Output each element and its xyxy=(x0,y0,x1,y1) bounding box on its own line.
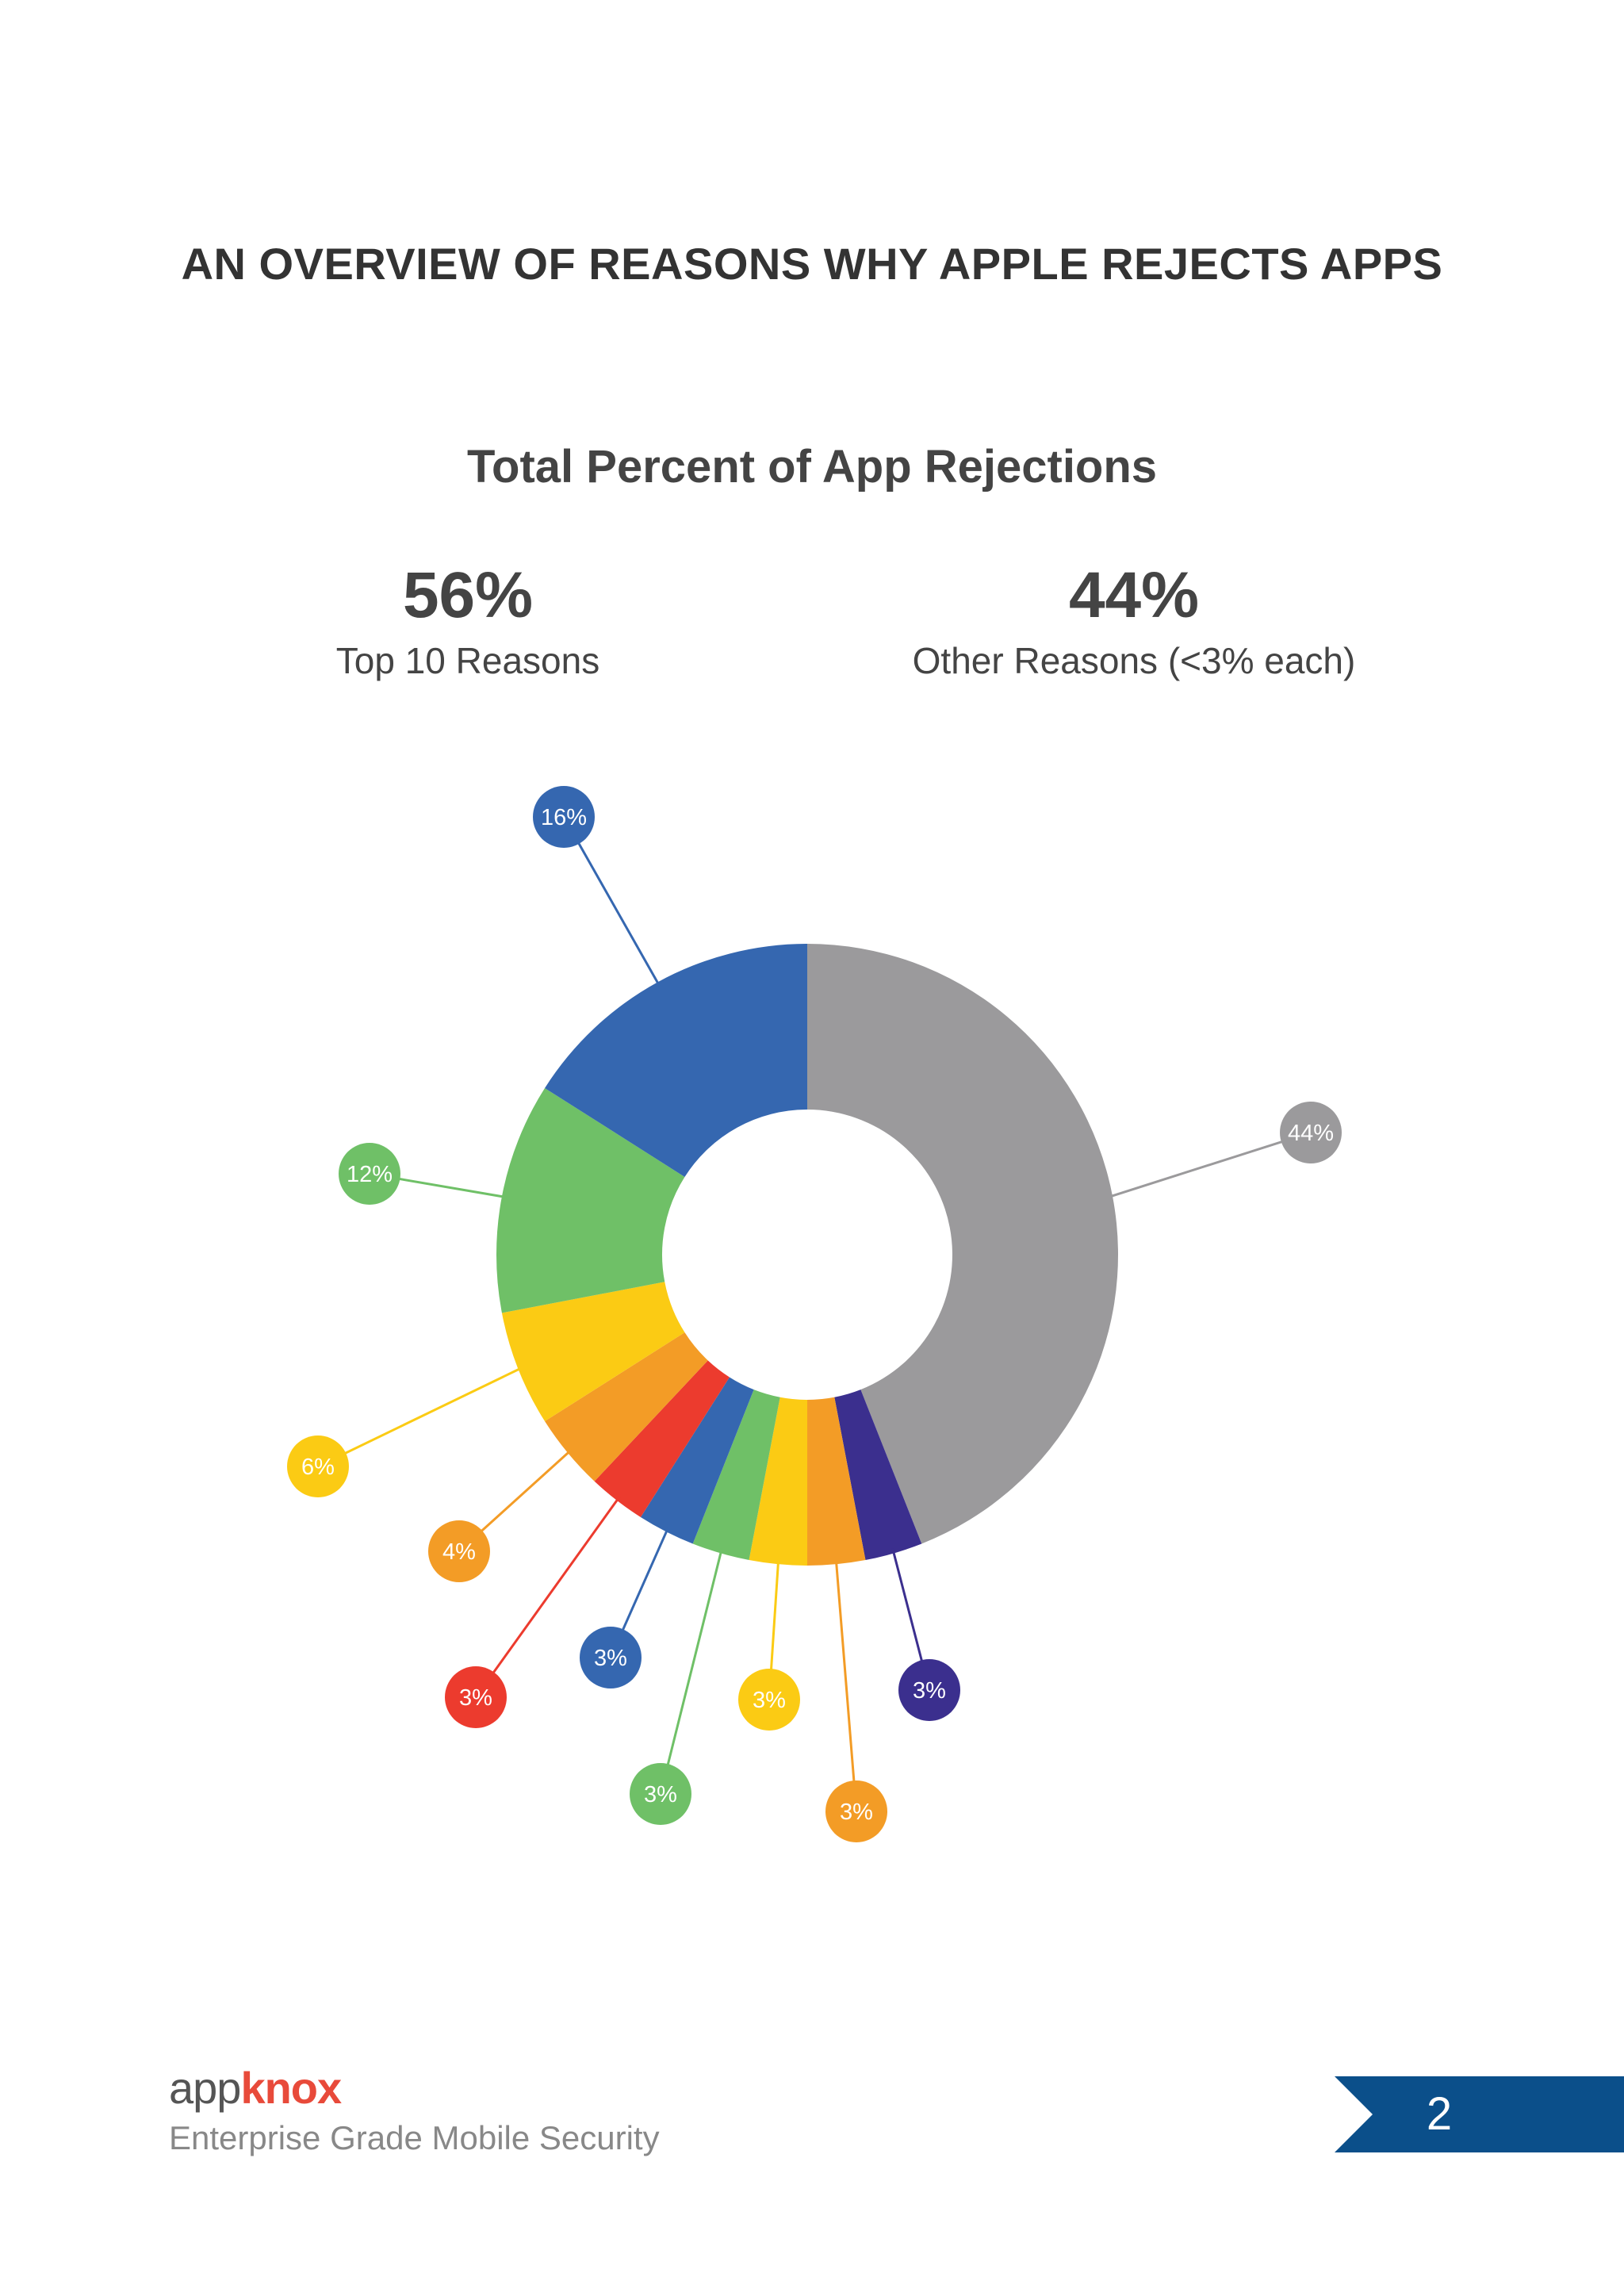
donut-slice-4 xyxy=(749,1397,807,1566)
label-bubble-4 xyxy=(738,1669,800,1731)
donut-slice-3 xyxy=(807,1397,866,1566)
footer-tagline: Enterprise Grade Mobile Security xyxy=(169,2119,660,2156)
donut-slice-1 xyxy=(807,944,1119,1544)
label-bubble-1 xyxy=(1280,1102,1342,1163)
page-heading: AN OVERVIEW OF REASONS WHY APPLE REJECTS… xyxy=(181,239,1443,289)
donut-slice-2 xyxy=(834,1389,922,1561)
slice-label-11: 16% xyxy=(541,805,587,830)
summary-other-reasons-value: 44% xyxy=(1068,559,1200,631)
label-bubble-11 xyxy=(533,786,595,848)
summary-top-reasons-value: 56% xyxy=(402,559,534,631)
donut-slice-6 xyxy=(640,1377,754,1544)
page-number-banner-shape xyxy=(1335,2076,1624,2152)
donut-slice-9 xyxy=(501,1282,685,1422)
slice-label-9: 6% xyxy=(301,1455,335,1480)
summary-other-reasons-label: Other Reasons (<3% each) xyxy=(912,640,1356,681)
donut-slice-10 xyxy=(496,1087,685,1313)
logo-text-knox: knox xyxy=(240,2063,342,2113)
slice-label-10: 12% xyxy=(347,1162,393,1187)
donut-slice-11 xyxy=(545,944,807,1177)
label-bubble-7 xyxy=(445,1666,507,1728)
summary-top-reasons-label: Top 10 Reasons xyxy=(335,640,600,681)
donut-slice-5 xyxy=(692,1389,780,1561)
leader-line-9 xyxy=(317,1366,523,1468)
slice-label-2: 3% xyxy=(913,1678,946,1704)
summary-top-reasons: 56% Top 10 Reasons xyxy=(174,563,761,682)
slice-label-1: 44% xyxy=(1288,1121,1334,1146)
leader-line-3 xyxy=(834,1559,858,1812)
slice-label-4: 3% xyxy=(753,1688,786,1713)
page-number: 2 xyxy=(1426,2088,1453,2140)
leader-line-5 xyxy=(659,1548,723,1795)
label-bubble-10 xyxy=(339,1143,400,1205)
label-bubble-3 xyxy=(825,1780,887,1842)
slice-label-5: 3% xyxy=(644,1782,677,1807)
label-bubble-8 xyxy=(428,1520,490,1582)
slice-label-3: 3% xyxy=(840,1800,873,1825)
logo-text-app: app xyxy=(169,2063,241,2113)
label-bubble-9 xyxy=(287,1435,349,1497)
leader-line-7 xyxy=(474,1496,621,1698)
donut-slice-7 xyxy=(594,1360,730,1517)
label-bubble-5 xyxy=(630,1763,691,1825)
chart-title: Total Percent of App Rejections xyxy=(466,441,1158,493)
appknox-logo: appknox xyxy=(169,2062,342,2114)
slice-label-8: 4% xyxy=(442,1539,476,1565)
page-number-banner xyxy=(1335,2076,1624,2152)
label-bubble-2 xyxy=(898,1659,960,1721)
slice-label-6: 3% xyxy=(594,1646,627,1671)
leader-line-1 xyxy=(1107,1131,1312,1199)
summary-other-reasons: 44% Other Reasons (<3% each) xyxy=(841,563,1427,682)
slice-label-7: 3% xyxy=(459,1685,492,1711)
leader-line-11 xyxy=(562,816,661,987)
donut-slice-8 xyxy=(545,1332,708,1481)
donut-chart: 44% 3% 3% 3% 3% 3% 3% 4% 6% 12% 16% xyxy=(287,786,1342,1842)
label-bubble-6 xyxy=(580,1627,642,1688)
